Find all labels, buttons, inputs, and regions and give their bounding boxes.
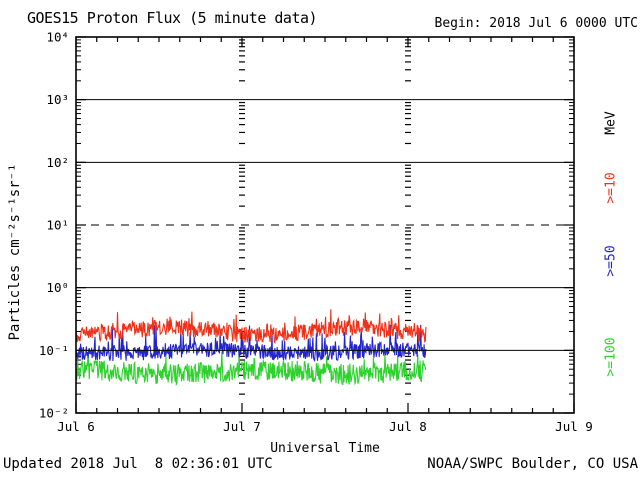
- chart-title: GOES15 Proton Flux (5 minute data): [27, 9, 318, 27]
- updated-timestamp: Updated 2018 Jul 8 02:36:01 UTC: [3, 456, 273, 472]
- series--10-mev: [75, 309, 427, 345]
- y-tick-label: 10²: [46, 155, 69, 170]
- y-tick-label: 10¹: [46, 218, 69, 233]
- plot-frame: [75, 36, 575, 414]
- y-tick-label: 10⁴: [46, 30, 69, 45]
- x-tick-label: Jul 8: [389, 419, 427, 434]
- y-tick-label: 10⁰: [46, 280, 69, 295]
- legend-entry-ge100: >=100: [603, 337, 619, 377]
- begin-timestamp: Begin: 2018 Jul 6 0000 UTC: [434, 16, 639, 31]
- x-tick-label: Jul 9: [555, 419, 593, 434]
- y-tick-label: 10⁻¹: [39, 343, 69, 358]
- x-tick-label: Jul 7: [223, 419, 261, 434]
- y-tick-label: 10⁻²: [39, 406, 69, 421]
- legend-unit-mev: MeV: [603, 111, 619, 135]
- x-tick-label: Jul 6: [57, 419, 95, 434]
- legend-entry-ge10: >=10: [603, 172, 619, 204]
- y-tick-label: 10³: [46, 92, 69, 107]
- credit-noaa: NOAA/SWPC Boulder, CO USA: [427, 456, 638, 472]
- legend-entry-ge50: >=50: [603, 245, 619, 277]
- x-axis-title: Universal Time: [270, 441, 380, 456]
- series--100-mev: [75, 349, 427, 386]
